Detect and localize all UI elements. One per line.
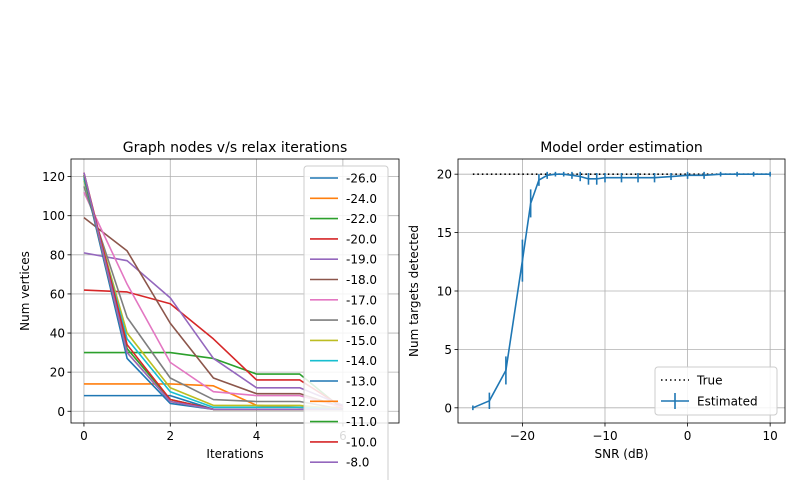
y-tick-label: 100 [42, 209, 65, 223]
y-tick-label: 60 [50, 287, 65, 301]
y-tick-label: 80 [50, 248, 65, 262]
chart-title: Model order estimation [540, 140, 703, 156]
y-tick-label: 20 [437, 168, 452, 182]
y-tick-label: 0 [444, 401, 452, 415]
legend: -26.0 -24.0 -22.0 -20.0 -19.0 -18.0 -17.0 -16.0… [303, 165, 389, 480]
legend-label: -17.0 [346, 293, 377, 307]
series-line [83, 172, 343, 411]
chart-model-order: −20 −10 0 10 0 5 10 15 20 Model order estimation S… [407, 140, 786, 461]
series-line [83, 178, 343, 411]
x-axis-label: Iterations [206, 447, 263, 461]
chart-title: Graph nodes v/s relax iterations [123, 140, 348, 156]
axes-frame [70, 158, 400, 424]
legend-label: -16.0 [346, 314, 377, 328]
legend-label: -22.0 [346, 212, 377, 226]
chart-graph-nodes: 0246020406080100120Graph nodes v/s relax… [18, 140, 400, 480]
data-layer [472, 171, 771, 411]
y-tick-label: 20 [50, 366, 65, 380]
y-tick-label: 40 [50, 327, 65, 341]
legend-label: -15.0 [346, 334, 377, 348]
x-tick-label: 0 [80, 429, 88, 443]
legend-label: True [696, 374, 723, 388]
legend-label: -10.0 [346, 435, 377, 449]
legend: True Estimated [654, 366, 778, 416]
legend-label: -8.0 [346, 456, 369, 470]
legend-label: -12.0 [346, 395, 377, 409]
legend-label: Estimated [697, 395, 758, 409]
series-line [83, 252, 344, 407]
y-axis-label: Num vertices [18, 251, 32, 331]
legend-frame [654, 366, 778, 416]
legend-label: -20.0 [346, 232, 377, 246]
legend-label: -13.0 [346, 375, 377, 389]
x-tick-label: 0 [684, 429, 692, 443]
x-tick-label: 2 [166, 429, 174, 443]
x-axis-label: SNR (dB) [595, 447, 649, 461]
legend-label: -19.0 [346, 253, 377, 267]
y-tick-label: 0 [57, 405, 65, 419]
x-tick-label: 4 [253, 429, 261, 443]
series-line [83, 289, 344, 409]
x-tick-label: −20 [510, 429, 535, 443]
series-line [472, 173, 771, 409]
y-tick-label: 5 [444, 343, 452, 357]
series-line [83, 217, 344, 409]
series-line [83, 191, 344, 409]
x-tick-label: 10 [762, 429, 777, 443]
y-tick-label: 120 [42, 170, 65, 184]
y-tick-label: 15 [437, 226, 452, 240]
x-tick-label: −10 [592, 429, 617, 443]
legend-label: -18.0 [346, 273, 377, 287]
y-tick-label: 10 [437, 285, 452, 299]
legend-label: -14.0 [346, 354, 377, 368]
data-layer [83, 172, 344, 411]
series-line [83, 180, 343, 411]
legend-label: -11.0 [346, 415, 377, 429]
legend-label: -24.0 [346, 192, 377, 206]
legend-label: -26.0 [346, 172, 377, 186]
y-axis-label: Num targets detected [407, 225, 421, 357]
series-line [83, 186, 344, 411]
